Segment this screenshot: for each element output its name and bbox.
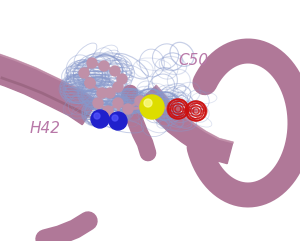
Circle shape	[103, 106, 113, 116]
Circle shape	[85, 78, 95, 88]
Circle shape	[110, 66, 120, 76]
Polygon shape	[0, 53, 98, 125]
Circle shape	[97, 88, 107, 98]
Circle shape	[109, 112, 127, 130]
Circle shape	[135, 96, 145, 106]
Circle shape	[123, 104, 133, 114]
Circle shape	[117, 74, 127, 84]
Circle shape	[85, 78, 95, 88]
Text: H42: H42	[30, 121, 61, 136]
Circle shape	[112, 115, 118, 121]
Circle shape	[105, 88, 115, 98]
Circle shape	[94, 113, 100, 119]
Text: C50: C50	[178, 53, 208, 68]
Circle shape	[99, 61, 109, 71]
Circle shape	[93, 98, 103, 108]
Circle shape	[79, 68, 89, 78]
Circle shape	[91, 110, 109, 128]
Circle shape	[113, 82, 123, 92]
Circle shape	[140, 95, 164, 119]
Circle shape	[113, 98, 123, 108]
Circle shape	[144, 99, 152, 107]
Circle shape	[147, 96, 157, 106]
Circle shape	[87, 58, 97, 68]
Polygon shape	[140, 86, 233, 164]
